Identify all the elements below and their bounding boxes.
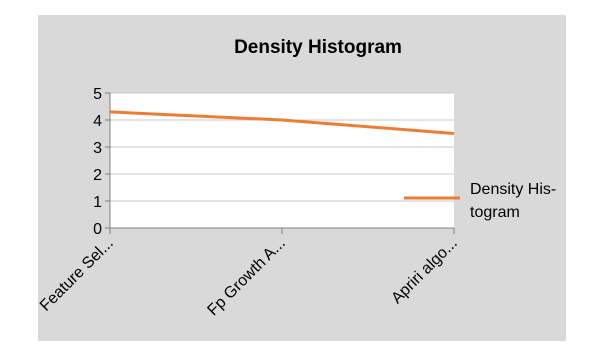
y-tick-label-2: 2 — [93, 167, 102, 184]
chart-title: Density Histogram — [234, 37, 402, 58]
y-tick-label-1: 1 — [93, 194, 102, 211]
gridlines — [110, 92, 454, 202]
series-lines — [109, 110, 455, 135]
legend: Density His- togram — [404, 181, 561, 221]
y-tick-label-3: 3 — [93, 140, 102, 157]
legend-label-line-2: togram — [470, 204, 520, 221]
legend-label-line-1: Density His- — [470, 181, 556, 198]
y-tick-label-0: 0 — [93, 221, 102, 238]
y-tick-label-4: 4 — [93, 113, 102, 130]
legend-label: Density His- togram — [470, 181, 561, 221]
y-tick-labels: 0 1 2 3 4 5 — [93, 86, 110, 238]
series-line-0 — [109, 110, 455, 135]
y-tick-label-5: 5 — [93, 86, 102, 103]
